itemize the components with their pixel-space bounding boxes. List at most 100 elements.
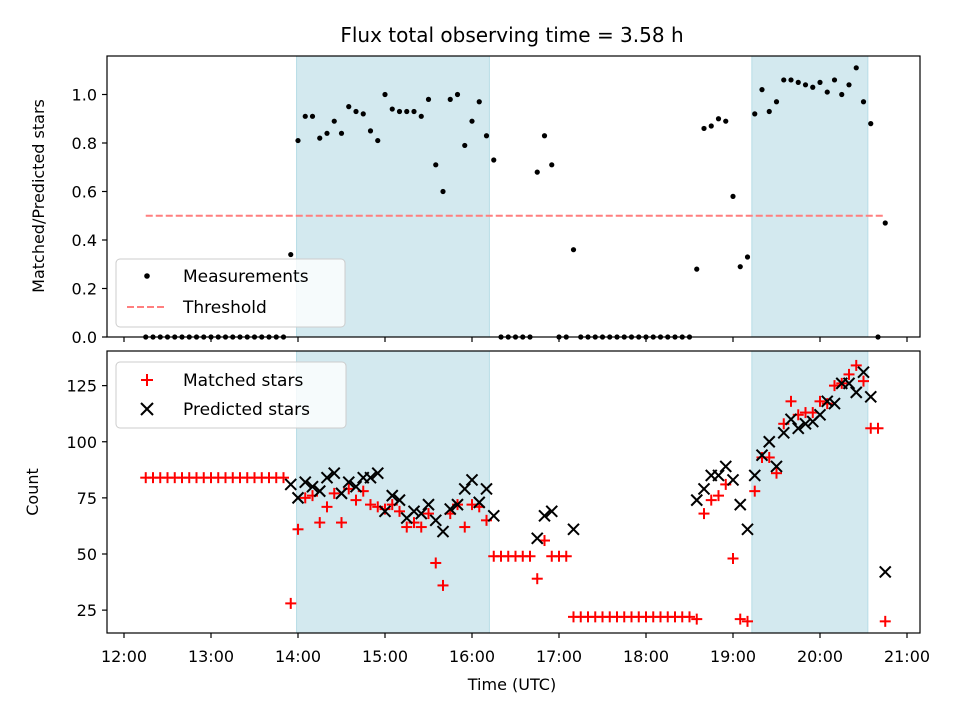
- legend-label-measurements: Measurements: [183, 267, 309, 287]
- predicted-star-point: [364, 471, 377, 484]
- predicted-star-point: [465, 473, 479, 487]
- matched-star-point: [336, 517, 347, 529]
- measurement-point: [491, 157, 497, 163]
- measurement-point: [476, 99, 482, 105]
- matched-star-point: [821, 398, 833, 410]
- predicted-star-point: [335, 487, 348, 500]
- measurement-point: [541, 133, 548, 139]
- top-legend: Measurements Threshold: [115, 258, 346, 328]
- bottom-legend: Matched stars Predicted stars: [115, 361, 347, 429]
- measurement-point: [295, 137, 301, 144]
- predicted-star-point: [850, 386, 863, 399]
- predicted-star-point: [734, 498, 747, 511]
- measurement-point: [860, 99, 867, 105]
- predicted-star-point: [393, 493, 406, 507]
- measurement-point: [469, 118, 475, 124]
- matched-star-point: [560, 550, 572, 562]
- matched-star-point: [394, 505, 405, 517]
- matched-star-point: [858, 375, 869, 387]
- matched-star-point: [459, 521, 471, 533]
- predicted-star-point: [407, 505, 421, 518]
- predicted-star-point: [857, 365, 870, 379]
- predicted-star-point: [320, 471, 334, 484]
- axes: 12:00 13:00 14:00 15:00 16:00 17:00 18:00 19:00…: [66, 55, 930, 666]
- matched-star-point: [872, 422, 884, 434]
- predicted-star-point: [284, 478, 297, 491]
- top-y-tick-label: 0.0: [72, 328, 97, 347]
- predicted-star-point: [799, 417, 812, 430]
- matched-star-point: [698, 508, 710, 520]
- measurement-point: [338, 130, 345, 136]
- measurement-point: [483, 133, 490, 139]
- predicted-star-point: [480, 482, 493, 496]
- measurement-point: [730, 193, 736, 199]
- measurement-point: [425, 96, 432, 102]
- predicted-star-point: [545, 505, 558, 518]
- matched-star-point: [713, 490, 724, 502]
- measurement-point: [824, 89, 830, 95]
- x-tick-label: 12:00: [101, 647, 147, 666]
- measurement-point: [795, 79, 801, 85]
- measurement-point: [331, 118, 337, 124]
- predicted-star-point: [429, 514, 442, 527]
- measurement-point: [375, 137, 381, 144]
- matched-star-point: [531, 573, 543, 585]
- measurement-point: [389, 106, 395, 112]
- measurement-point: [462, 142, 468, 149]
- predicted-star-point: [777, 426, 790, 439]
- x-tick-label: 13:00: [188, 647, 234, 666]
- top-y-axis-label: Matched/Predicted stars: [29, 99, 48, 293]
- matched-star-point: [850, 359, 862, 371]
- predicted-star-point: [538, 509, 551, 523]
- measurement-point: [302, 113, 308, 119]
- predicted-star-point: [531, 532, 544, 545]
- matched-star-point: [684, 611, 695, 623]
- predicted-star-point: [415, 507, 428, 520]
- matched-star-point: [814, 395, 826, 407]
- matched-star-point: [321, 501, 333, 513]
- bottom-plot-marks: [140, 359, 892, 627]
- matched-star-point: [423, 508, 434, 520]
- predicted-star-point: [770, 460, 783, 473]
- measurement-point: [802, 82, 809, 88]
- predicted-star-point: [719, 460, 732, 473]
- measurement-point: [346, 104, 352, 110]
- measurement-point: [846, 82, 852, 88]
- predicted-star-point: [567, 523, 580, 536]
- predicted-star-point: [473, 496, 486, 509]
- predicted-star-point: [487, 509, 500, 523]
- legend-label-predicted: Predicted stars: [183, 400, 310, 420]
- x-tick-label: 18:00: [623, 647, 669, 666]
- matched-star-point: [278, 472, 289, 484]
- predicted-star-point: [842, 377, 856, 390]
- x-axis-label: Time (UTC): [467, 675, 556, 694]
- measurement-point: [752, 111, 758, 117]
- bottom-y-tick-label: 100: [66, 433, 97, 452]
- bottom-y-tick-label: 50: [77, 545, 97, 564]
- bottom-y-tick-label: 125: [66, 377, 97, 396]
- legend-label-matched: Matched stars: [183, 371, 303, 391]
- x-tick-label: 14:00: [275, 647, 321, 666]
- matched-star-point: [379, 503, 391, 515]
- predicted-star-point: [748, 469, 761, 482]
- predicted-star-point: [306, 480, 319, 493]
- predicted-star-point: [349, 480, 363, 493]
- measurement-point: [433, 162, 439, 168]
- legend-marker-matched: [141, 374, 153, 386]
- matched-star-point: [691, 613, 703, 625]
- x-tick-label: 17:00: [536, 647, 582, 666]
- top-legend-box: [115, 258, 346, 328]
- predicted-star-point: [755, 449, 769, 462]
- measurement-point: [781, 77, 787, 83]
- measurement-point: [396, 108, 403, 115]
- measurement-point: [694, 266, 700, 272]
- legend-label-threshold: Threshold: [182, 298, 267, 318]
- matched-star-point: [430, 557, 442, 569]
- matched-star-point: [771, 467, 782, 479]
- predicted-star-point: [342, 475, 355, 489]
- predicted-star-point: [821, 395, 834, 408]
- bottom-y-axis-label: Count: [23, 468, 42, 516]
- measurement-point: [701, 125, 707, 132]
- matched-star-point: [415, 521, 427, 533]
- predicted-star-point: [741, 523, 754, 536]
